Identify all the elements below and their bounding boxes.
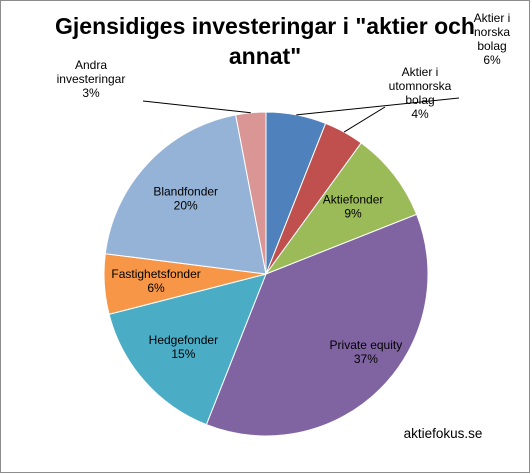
slice-value-label: 6% [147,281,165,295]
slice-name-label: norska [474,25,510,39]
slice-name-label: Aktier i [474,11,511,25]
slice-label-8: Andra investeringar 3% [57,58,126,100]
slice-value-label: 4% [411,107,429,121]
slice-name-label: bolag [477,39,506,53]
slice-value-label: 20% [174,199,198,213]
slice-label-1: Aktier i norska bolag 6% [474,11,511,67]
slice-name-label: Aktiefonder [323,192,384,206]
leader-lines [142,97,460,133]
chart-title-line-2: annat" [229,43,301,69]
slice-label-4: Private equity 37% [330,338,403,366]
slice-name-label: Private equity [330,338,403,352]
slice-label-3: Aktiefonder 9% [323,192,384,220]
slice-label-6: Fastighetsfonder 6% [111,267,200,295]
pie-slice-4 [205,213,429,437]
slice-value-label: 9% [344,206,362,220]
slice-name-label: Aktier i [402,65,439,79]
pie-slice-7 [104,114,267,275]
pie-slice-3 [264,142,418,276]
leader-line-1 [296,97,460,116]
slice-value-label: 6% [483,53,501,67]
leader-line-8 [142,100,251,114]
slice-name-label: Blandfonder [153,185,218,199]
slice-name-label: Fastighetsfonder [111,267,200,281]
pie-slice-5 [108,273,267,426]
source-label: aktiefokus.se [404,426,483,441]
slice-label-5: Hedgefonder 15% [149,333,218,361]
chart-title-line-1: Gjensidiges investeringar i "aktier och [55,13,475,39]
slice-name-label: Andra [75,58,107,72]
slice-name-label: Hedgefonder [149,333,218,347]
slice-name-label: utomnorska [389,79,452,93]
slice-label-2: Aktier i utomnorska bolag 4% [389,65,452,121]
slice-name-label: bolag [405,93,434,107]
slice-label-7: Blandfonder 20% [153,185,218,213]
slice-name-label: investeringar [57,72,126,86]
pie-slices [103,111,429,437]
slice-value-label: 37% [354,352,378,366]
leader-line-2 [343,106,386,133]
slice-value-label: 3% [82,86,100,100]
slice-labels: Aktier i norska bolag 6%Aktier i utomnorska b… [57,11,511,366]
slice-value-label: 15% [171,347,195,361]
